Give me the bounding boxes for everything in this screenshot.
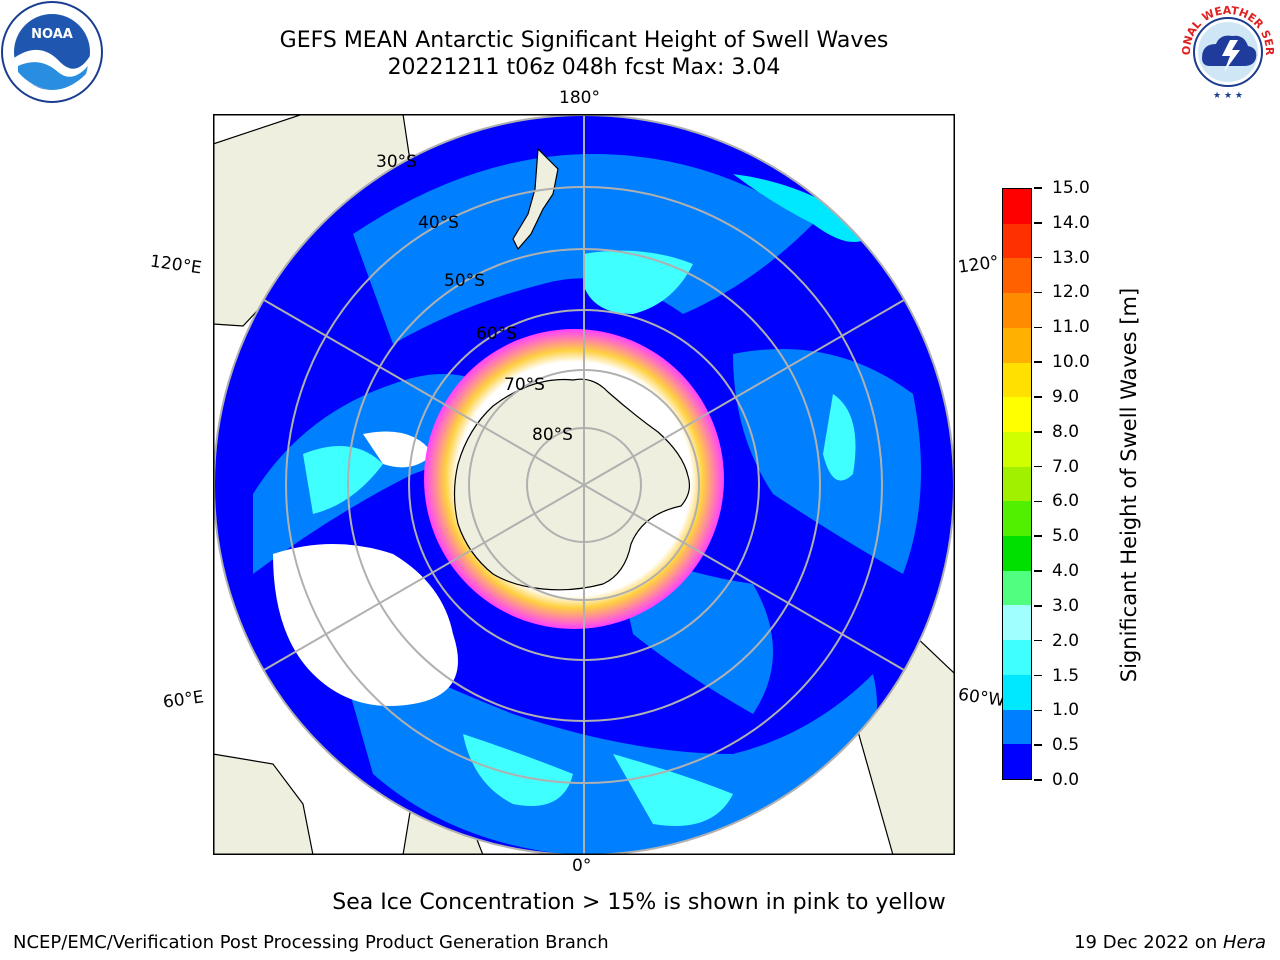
africa-land: [213, 753, 314, 855]
colorbar-tick: [1034, 535, 1042, 537]
lat-label-70s: 70°S: [504, 375, 545, 395]
footer-credit: NCEP/EMC/Verification Post Processing Pr…: [13, 932, 609, 953]
colorbar-tick: [1034, 465, 1042, 468]
lat-label-30s: 30°S: [376, 152, 417, 172]
lat-label-40s: 40°S: [418, 213, 459, 233]
lon-label-60w: 60°W: [956, 684, 1007, 712]
colorbar-segment: [1003, 605, 1031, 641]
colorbar-tick: [1034, 256, 1042, 259]
colorbar-tick-label: 0.0: [1052, 770, 1080, 790]
svg-text:★ ★ ★: ★ ★ ★: [1213, 91, 1243, 101]
colorbar: [1002, 188, 1032, 780]
noaa-logo-text: NOAA: [31, 27, 73, 42]
colorbar-segment: [1003, 327, 1031, 363]
colorbar-tick: [1034, 187, 1042, 189]
colorbar-tick-label: 4.0: [1052, 561, 1080, 582]
colorbar-tick: [1034, 639, 1042, 642]
colorbar-tick: [1034, 361, 1042, 363]
colorbar-segment: [1003, 570, 1031, 606]
lon-label-120e: 120°E: [148, 251, 203, 279]
colorbar-tick: [1034, 674, 1042, 677]
colorbar-tick-label: 0.5: [1052, 735, 1080, 756]
colorbar-label: Significant Height of Swell Waves [m]: [1117, 287, 1141, 683]
colorbar-segment: [1003, 640, 1031, 675]
colorbar-tick-label: 13.0: [1052, 247, 1090, 268]
colorbar-segment: [1003, 258, 1031, 294]
noaa-logo: NOAA: [1, 1, 103, 103]
colorbar-segment: [1003, 709, 1031, 745]
chart-subtitle: 20221211 t06z 048h fcst Max: 3.04: [387, 55, 781, 80]
colorbar-tick-label: 1.0: [1052, 700, 1080, 721]
colorbar-tick: [1034, 431, 1042, 433]
nws-logo: NATIONAL WEATHER SERVICE ★ ★ ★: [1176, 0, 1278, 102]
colorbar-segment: [1003, 466, 1031, 502]
lon-label-120w: 120°: [956, 252, 1001, 278]
footer-date: 19 Dec 2022 on Hera: [1074, 932, 1266, 953]
colorbar-tick: [1034, 396, 1042, 398]
colorbar-tick-label: 14.0: [1052, 212, 1090, 233]
colorbar-tick-label: 1.5: [1052, 665, 1080, 686]
colorbar-tick: [1034, 500, 1042, 503]
colorbar-tick: [1034, 744, 1042, 746]
colorbar-segment: [1003, 501, 1031, 537]
colorbar-tick-label: 11.0: [1052, 317, 1090, 338]
footer-machine: Hera: [1222, 932, 1266, 953]
colorbar-tick-label: 6.0: [1052, 491, 1080, 512]
colorbar-tick: [1034, 709, 1042, 712]
colorbar-tick: [1034, 222, 1042, 224]
polar-map: [213, 114, 955, 855]
lon-label-180: 180°: [559, 88, 600, 108]
colorbar-segment: [1003, 397, 1031, 432]
lat-label-50s: 50°S: [444, 271, 485, 291]
colorbar-tick: [1034, 605, 1042, 607]
colorbar-tick: [1034, 291, 1042, 294]
colorbar-segment: [1003, 431, 1031, 467]
colorbar-tick: [1034, 326, 1042, 329]
colorbar-segment: [1003, 674, 1031, 710]
colorbar-tick-label: 8.0: [1052, 421, 1080, 442]
lon-label-0: 0°: [572, 856, 592, 876]
new-zealand-land: [512, 147, 559, 251]
lat-label-60s: 60°S: [476, 324, 517, 344]
colorbar-tick-label: 2.0: [1052, 630, 1080, 651]
colorbar-segment: [1003, 223, 1031, 259]
colorbar-tick: [1034, 779, 1042, 781]
colorbar-tick-label: 15.0: [1052, 178, 1090, 198]
antarctica-land: [453, 378, 691, 591]
colorbar-tick: [1034, 570, 1042, 572]
colorbar-tick-label: 3.0: [1052, 595, 1080, 616]
footer-date-text: 19 Dec 2022 on: [1074, 932, 1223, 953]
chart-title: GEFS MEAN Antarctic Significant Height o…: [279, 28, 889, 53]
colorbar-segment: [1003, 536, 1031, 571]
colorbar-segment: [1003, 744, 1031, 779]
lat-label-80s: 80°S: [532, 425, 573, 445]
colorbar-segment: [1003, 189, 1031, 224]
colorbar-tick-label: 10.0: [1052, 352, 1090, 373]
colorbar-tick-label: 5.0: [1052, 526, 1080, 547]
colorbar-tick-label: 12.0: [1052, 282, 1090, 303]
colorbar-segment: [1003, 362, 1031, 398]
colorbar-tick-label: 9.0: [1052, 386, 1080, 407]
colorbar-segment: [1003, 293, 1031, 328]
lon-label-60e: 60°E: [161, 687, 206, 713]
sea-ice-note: Sea Ice Concentration > 15% is shown in …: [332, 890, 946, 915]
colorbar-tick-label: 7.0: [1052, 456, 1080, 477]
